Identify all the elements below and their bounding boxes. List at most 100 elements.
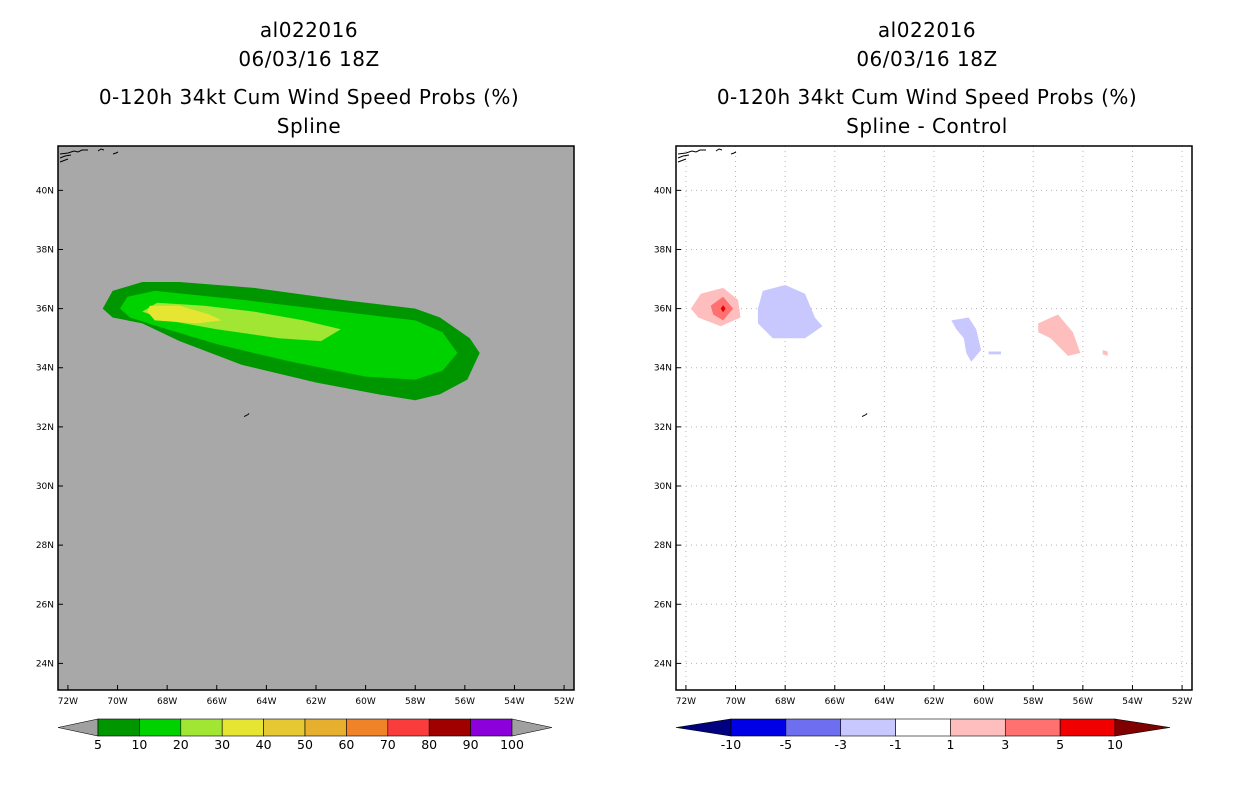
left-colorbar-label: 40 [256, 737, 272, 752]
left-y-tick-label: 34N [36, 364, 54, 374]
right-colorbar-label: -10 [721, 737, 741, 752]
right-contour-area [951, 317, 982, 362]
left-colorbar-label: 10 [131, 737, 147, 752]
left-x-tick-label: 70W [107, 697, 127, 707]
left-colorbar-label: 50 [297, 737, 313, 752]
left-y-tick-label: 38N [36, 245, 54, 255]
right-x-tick-label: 58W [1023, 697, 1043, 707]
left-colorbar-label: 60 [338, 737, 354, 752]
left-colorbar-label: 80 [421, 737, 437, 752]
right-x-tick-label: 72W [676, 697, 696, 707]
left-colorbar-segment [387, 718, 430, 737]
right-x-tick-label: 60W [973, 697, 993, 707]
right-x-tick-label: 62W [924, 697, 944, 707]
left-x-tick-label: 64W [256, 697, 276, 707]
left-x-tick-label: 72W [58, 697, 78, 707]
left-colorbar-right-arrow [511, 718, 553, 737]
right-y-tick-label: 26N [654, 600, 672, 610]
left-y-tick-label: 24N [36, 659, 54, 669]
left-colorbar-left-arrow [57, 718, 99, 737]
left-plot-background [58, 146, 574, 690]
right-colorbar-label: 1 [946, 737, 954, 752]
left-colorbar-label: 20 [173, 737, 189, 752]
left-coastline [59, 148, 119, 163]
left-y-tick-label: 32N [36, 423, 54, 433]
right-y-tick-label: 24N [654, 659, 672, 669]
left-colorbar-segment [97, 718, 140, 737]
left-x-tick-label: 56W [455, 697, 475, 707]
left-colorbar-segment [263, 718, 306, 737]
right-title-variable: 0-120h 34kt Cum Wind Speed Probs (%) [716, 85, 1138, 109]
right-y-tick-label: 30N [654, 482, 672, 492]
left-title-date: 06/03/16 18Z [238, 47, 380, 71]
left-colorbar-label: 30 [214, 737, 230, 752]
left-colorbar-segment [470, 718, 513, 737]
right-colorbar-label: 3 [1001, 737, 1009, 752]
right-colorbar-segment [950, 718, 1006, 737]
left-colorbar-label: 90 [463, 737, 479, 752]
right-colorbar-segment [1059, 718, 1116, 737]
right-colorbar-label: -5 [780, 737, 792, 752]
left-x-tick-label: 66W [207, 697, 227, 707]
left-title-storm-id: al022016 [259, 18, 359, 42]
right-y-tick-label: 34N [654, 364, 672, 374]
right-colorbar-segment [785, 718, 842, 737]
left-bermuda-coast [243, 413, 250, 417]
left-title-variable: 0-120h 34kt Cum Wind Speed Probs (%) [98, 85, 520, 109]
right-title-method: Spline - Control [846, 114, 1008, 138]
right-colorbar-label: -3 [834, 737, 846, 752]
right-colorbar-label: -1 [889, 737, 901, 752]
right-x-tick-label: 70W [725, 697, 745, 707]
right-x-tick-label: 56W [1073, 697, 1093, 707]
right-y-tick-label: 36N [654, 305, 672, 315]
left-colorbar-segment [139, 718, 182, 737]
right-colorbar: -10 -5 -3 -1 1 3 5 10 [675, 718, 1171, 752]
left-colorbar-label: 70 [380, 737, 396, 752]
right-y-tick-label: 40N [654, 186, 672, 196]
right-colorbar-label: 10 [1107, 737, 1123, 752]
left-x-tick-label: 68W [157, 697, 177, 707]
left-x-tick-label: 52W [554, 697, 574, 707]
right-contour-area [1102, 350, 1108, 356]
left-colorbar-label: 5 [94, 737, 102, 752]
left-y-tick-label: 36N [36, 305, 54, 315]
right-contour-area [720, 305, 726, 313]
right-colorbar-segment [895, 718, 951, 737]
left-x-tick-label: 54W [504, 697, 524, 707]
left-colorbar: 5 10 20 30 40 50 60 70 80 90 100 [57, 718, 553, 752]
left-colorbar-segment [304, 718, 347, 737]
left-y-tick-label: 28N [36, 541, 54, 551]
right-x-tick-label: 52W [1172, 697, 1192, 707]
right-y-tick-label: 38N [654, 245, 672, 255]
right-colorbar-left-arrow [675, 718, 732, 737]
right-y-tick-label: 32N [654, 423, 672, 433]
right-title-storm-id: al022016 [877, 18, 977, 42]
right-chart-title: al022016 06/03/16 18Z 0-120h 34kt Cum Wi… [676, 16, 1178, 141]
right-x-tick-label: 66W [825, 697, 845, 707]
left-colorbar-segment [346, 718, 389, 737]
right-bermuda-coast [861, 413, 868, 417]
left-contour-area [147, 305, 222, 324]
right-plot-background [676, 146, 1192, 690]
left-y-tick-label: 40N [36, 186, 54, 196]
right-colorbar-segment [840, 718, 896, 737]
right-colorbar-segment [1004, 718, 1061, 737]
left-x-tick-label: 60W [355, 697, 375, 707]
left-x-tick-label: 62W [306, 697, 326, 707]
right-x-tick-label: 68W [775, 697, 795, 707]
left-colorbar-label: 100 [500, 737, 524, 752]
left-chart-title: al022016 06/03/16 18Z 0-120h 34kt Cum Wi… [58, 16, 560, 141]
right-colorbar-right-arrow [1114, 718, 1171, 737]
left-colorbar-segment [221, 718, 264, 737]
right-x-tick-label: 64W [874, 697, 894, 707]
right-contour-area [1038, 314, 1081, 356]
right-contour-area [757, 285, 823, 339]
right-y-tick-label: 28N [654, 541, 672, 551]
right-colorbar-segment [730, 718, 787, 737]
left-x-tick-label: 58W [405, 697, 425, 707]
left-colorbar-segment [180, 718, 223, 737]
right-colorbar-label: 5 [1056, 737, 1064, 752]
left-colorbar-segment [428, 718, 471, 737]
left-title-method: Spline [276, 114, 342, 138]
